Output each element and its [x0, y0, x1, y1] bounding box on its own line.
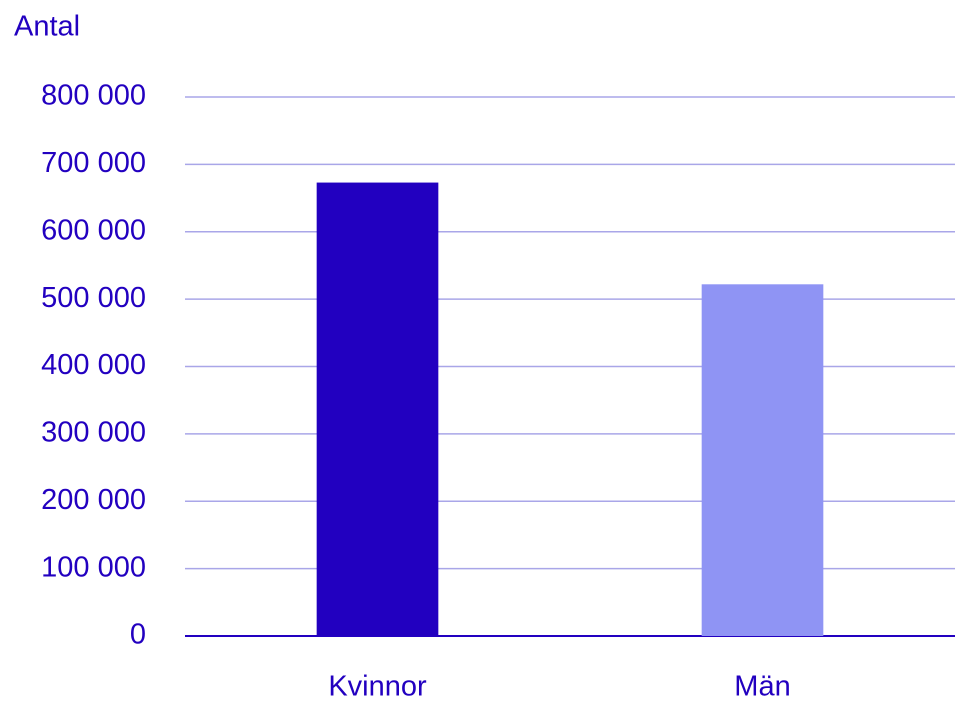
bar [316, 182, 439, 636]
y-axis-label: Antal [14, 11, 80, 43]
y-tick-label: 200 000 [41, 484, 146, 516]
y-tick-label: 100 000 [41, 551, 146, 583]
y-tick-label: 600 000 [41, 214, 146, 246]
bar [701, 284, 824, 636]
y-tick-label: 400 000 [41, 349, 146, 381]
y-tick-label: 700 000 [41, 147, 146, 179]
y-tick-label: 500 000 [41, 282, 146, 314]
x-tick-label: Män [734, 671, 790, 701]
y-tick-label: 300 000 [41, 417, 146, 449]
y-tick-label: 0 [130, 619, 146, 651]
y-tick-label: 800 000 [41, 80, 146, 112]
x-tick-label: Kvinnor [328, 671, 427, 701]
